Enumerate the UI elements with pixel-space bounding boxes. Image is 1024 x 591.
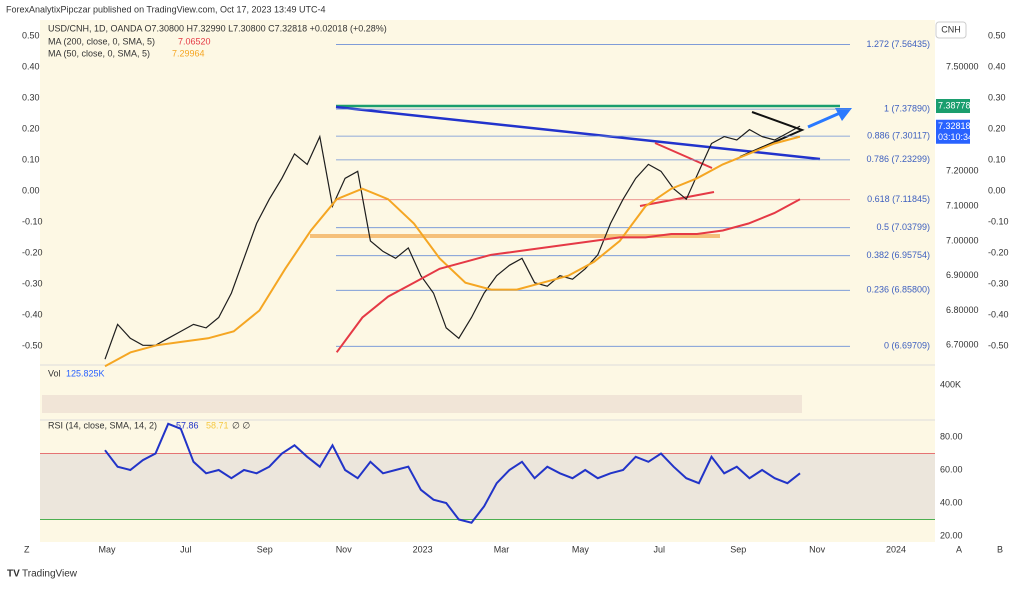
- pct-tick-label: 0.00: [22, 185, 40, 195]
- rsi-label: RSI (14, close, SMA, 14, 2): [48, 420, 157, 430]
- pct-tick-label-right: 0.20: [988, 123, 1006, 133]
- pct-tick-label-right: -0.30: [988, 278, 1009, 288]
- channel-line: [639, 191, 715, 207]
- x-tick-label: Jul: [180, 544, 192, 554]
- trend-line: [335, 105, 821, 161]
- pct-tick-label: -0.40: [22, 309, 43, 319]
- ma200-label: MA (200, close, 0, SMA, 5): [48, 36, 155, 46]
- volume-value: 125.825K: [66, 368, 105, 378]
- ma50-label: MA (50, close, 0, SMA, 5): [48, 48, 150, 58]
- x-tick-label: Mar: [494, 544, 510, 554]
- fib-label: 0.618 (7.11845): [867, 194, 930, 204]
- pct-tick-label: -0.30: [22, 278, 43, 288]
- price-tick-label: 7.20000: [946, 166, 979, 176]
- fib-label: 0.5 (7.03799): [876, 222, 930, 232]
- price-tick-label: 6.70000: [946, 340, 979, 350]
- rsi-line: [104, 422, 801, 524]
- pct-tick-label: 0.30: [22, 92, 40, 102]
- x-tick-label: Nov: [809, 544, 826, 554]
- x-tick-label: May: [572, 544, 590, 554]
- currency-button[interactable]: [935, 21, 967, 39]
- pct-tick-label: -0.10: [22, 216, 43, 226]
- rsi-tick-label: 40.00: [940, 497, 963, 507]
- fib-label: 0.382 (6.95754): [866, 250, 930, 260]
- pct-tick-label: 0.20: [22, 123, 40, 133]
- symbol-line: USD/CNH, 1D, OANDA O7.30800 H7.32990 L7.…: [48, 23, 387, 33]
- fib-label: 0 (6.69709): [884, 341, 930, 351]
- volume-axis-label: 400K: [940, 379, 961, 389]
- volume-bars: [42, 395, 802, 413]
- rsi-sma: 58.71: [206, 420, 229, 430]
- ma50-value: 7.29964: [172, 48, 205, 58]
- x-tick-label: May: [98, 544, 116, 554]
- currency-label: CNH: [941, 24, 961, 34]
- series-line: [104, 135, 801, 368]
- pct-tick-label-right: -0.10: [988, 216, 1009, 226]
- rsi-tick-label: 20.00: [940, 530, 963, 540]
- x-tick-label: Jul: [654, 544, 666, 554]
- brand-logo: TV: [7, 569, 20, 580]
- pct-tick-label-right: 0.50: [988, 30, 1006, 40]
- fib-label: 0.236 (6.85800): [866, 285, 930, 295]
- x-tick-label: Sep: [257, 544, 273, 554]
- volume-label: Vol: [48, 368, 61, 378]
- pct-tick-label-right: 0.40: [988, 61, 1006, 71]
- price-tag: [936, 99, 970, 114]
- price-tag-label: 7.32818: [938, 121, 971, 131]
- x-tick-label: 2023: [413, 544, 433, 554]
- fib-label: 1.272 (7.56435): [866, 39, 930, 49]
- series-line: [335, 198, 801, 353]
- price-tick-label: 7.00000: [946, 235, 979, 245]
- price-tag: [936, 119, 970, 144]
- countdown: 03:10:34: [938, 132, 973, 142]
- rsi-tick-label: 80.00: [940, 431, 963, 441]
- pct-tick-label: 0.10: [22, 154, 40, 164]
- pct-tick-label-right: -0.50: [988, 340, 1009, 350]
- pct-tick-label-right: -0.40: [988, 309, 1009, 319]
- pct-tick-label-right: 0.30: [988, 92, 1006, 102]
- price-tick-label: 6.80000: [946, 305, 979, 315]
- ma200-value: 7.06520: [178, 36, 211, 46]
- pct-tick-label: -0.50: [22, 340, 43, 350]
- x-tick-label: Nov: [336, 544, 353, 554]
- pct-tick-label-right: 0.00: [988, 185, 1006, 195]
- pct-tick-label-right: 0.10: [988, 154, 1006, 164]
- fib-label: 1 (7.37890): [884, 103, 930, 113]
- pct-tick-label: -0.20: [22, 247, 43, 257]
- brand: TradingView: [22, 569, 78, 580]
- arrow-shaft: [807, 111, 841, 129]
- arrow-head: [835, 108, 852, 121]
- x-tick-label: Sep: [730, 544, 746, 554]
- b-button[interactable]: B: [997, 544, 1003, 554]
- fib-label: 0.886 (7.30117): [867, 131, 930, 141]
- pct-tick-label-right: -0.20: [988, 247, 1009, 257]
- rsi-extra: ∅ ∅: [232, 420, 250, 430]
- rsi-value: 57.86: [176, 420, 199, 430]
- price-tag-label: 7.38778: [938, 100, 971, 110]
- scroll-button[interactable]: Z: [24, 544, 30, 554]
- fib-label: 0.786 (7.23299): [866, 154, 930, 164]
- price-tick-label: 7.50000: [946, 61, 979, 71]
- rsi-tick-label: 60.00: [940, 464, 963, 474]
- publisher: ForexAnalytixPipczar published on Tradin…: [6, 4, 326, 14]
- pct-tick-label: 0.50: [22, 30, 40, 40]
- pct-tick-label: 0.40: [22, 61, 40, 71]
- rsi-band: [40, 453, 935, 520]
- price-tick-label: 6.90000: [946, 270, 979, 280]
- price-tick-label: 7.10000: [946, 201, 979, 211]
- auto-button[interactable]: A: [956, 544, 962, 554]
- x-tick-label: 2024: [886, 544, 906, 554]
- series-line: [104, 125, 801, 360]
